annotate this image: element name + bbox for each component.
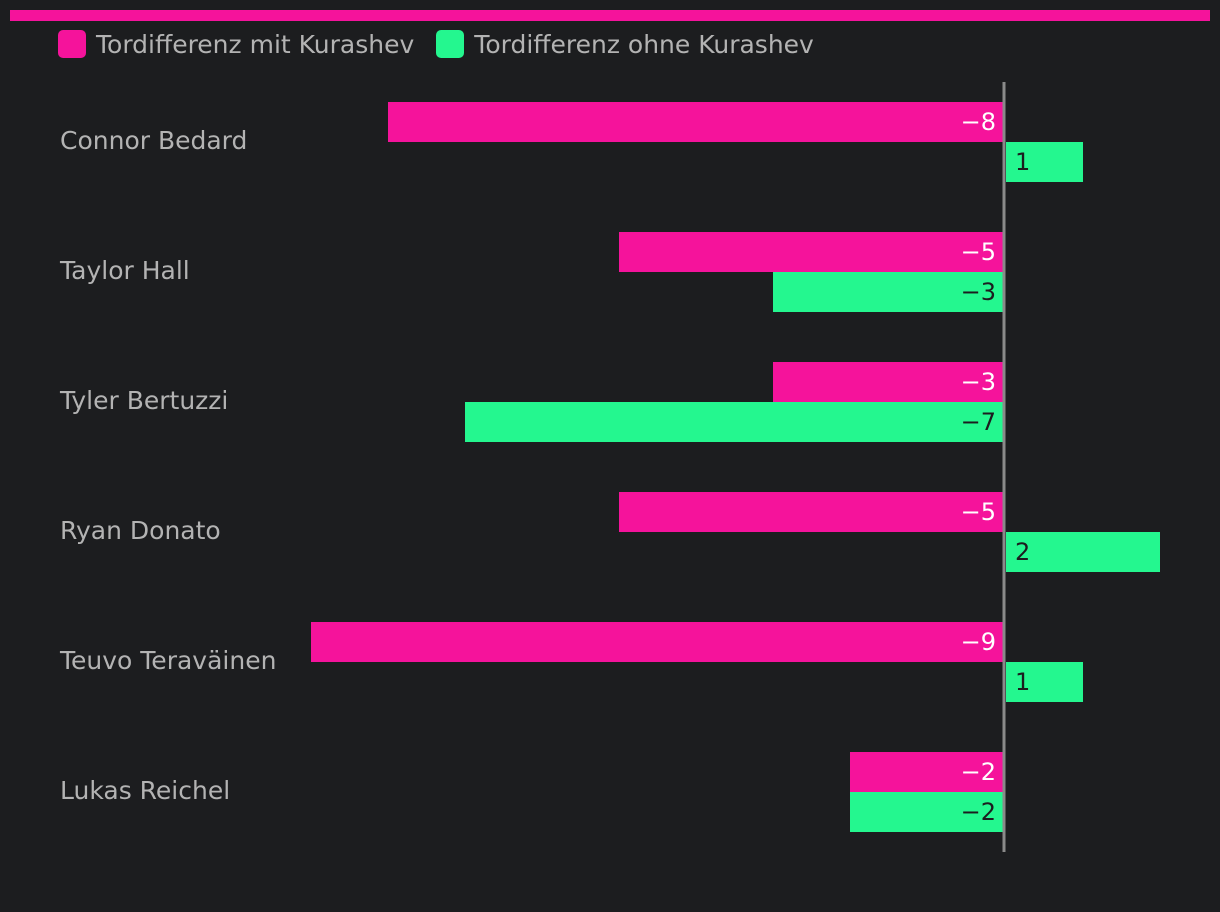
category-label-ryan-donato: Ryan Donato [60, 516, 221, 545]
bar-ohne-ryan-donato [1006, 532, 1160, 572]
category-label-tyler-bertuzzi: Tyler Bertuzzi [59, 386, 228, 415]
legend-label-ohne: Tordifferenz ohne Kurashev [474, 29, 814, 59]
value-label-ohne-lukas-reichel: −2 [961, 798, 996, 826]
legend-swatch-mit [58, 30, 86, 58]
value-label-mit-taylor-hall: −5 [961, 238, 996, 266]
value-label-ohne-connor-bedard: 1 [1015, 148, 1030, 176]
value-label-mit-teuvo-teravainen: −9 [961, 628, 996, 656]
category-label-taylor-hall: Taylor Hall [59, 256, 190, 285]
bar-mit-lukas-reichel [850, 752, 1004, 792]
legend-item-ohne: Tordifferenz ohne Kurashev [436, 30, 814, 59]
chart-legend: Tordifferenz mit Kurashev Tordifferenz o… [58, 28, 814, 60]
bar-ohne-tyler-bertuzzi [465, 402, 1004, 442]
value-label-mit-tyler-bertuzzi: −3 [961, 368, 996, 396]
value-label-ohne-teuvo-teravainen: 1 [1015, 668, 1030, 696]
legend-item-mit: Tordifferenz mit Kurashev [58, 30, 414, 59]
bar-ohne-lukas-reichel [850, 792, 1004, 832]
value-label-mit-connor-bedard: −8 [961, 108, 996, 136]
bar-ohne-teuvo-teravainen [1006, 662, 1083, 702]
value-label-ohne-tyler-bertuzzi: −7 [961, 408, 996, 436]
value-label-mit-ryan-donato: −5 [961, 498, 996, 526]
value-label-mit-lukas-reichel: −2 [961, 758, 996, 786]
bar-ohne-taylor-hall [773, 272, 1004, 312]
bar-ohne-connor-bedard [1006, 142, 1083, 182]
bar-mit-ryan-donato [619, 492, 1004, 532]
category-label-connor-bedard: Connor Bedard [60, 126, 247, 155]
value-label-ohne-taylor-hall: −3 [961, 278, 996, 306]
accent-bar [10, 10, 1210, 21]
legend-swatch-ohne [436, 30, 465, 58]
value-label-ohne-ryan-donato: 2 [1015, 538, 1030, 566]
bar-mit-taylor-hall [619, 232, 1004, 272]
category-label-lukas-reichel: Lukas Reichel [60, 776, 230, 805]
bar-mit-connor-bedard [388, 102, 1004, 142]
category-label-teuvo-teravainen: Teuvo Teraväinen [59, 646, 276, 675]
bar-mit-tyler-bertuzzi [773, 362, 1004, 402]
bar-mit-teuvo-teravainen [311, 622, 1004, 662]
legend-label-mit: Tordifferenz mit Kurashev [96, 29, 415, 59]
